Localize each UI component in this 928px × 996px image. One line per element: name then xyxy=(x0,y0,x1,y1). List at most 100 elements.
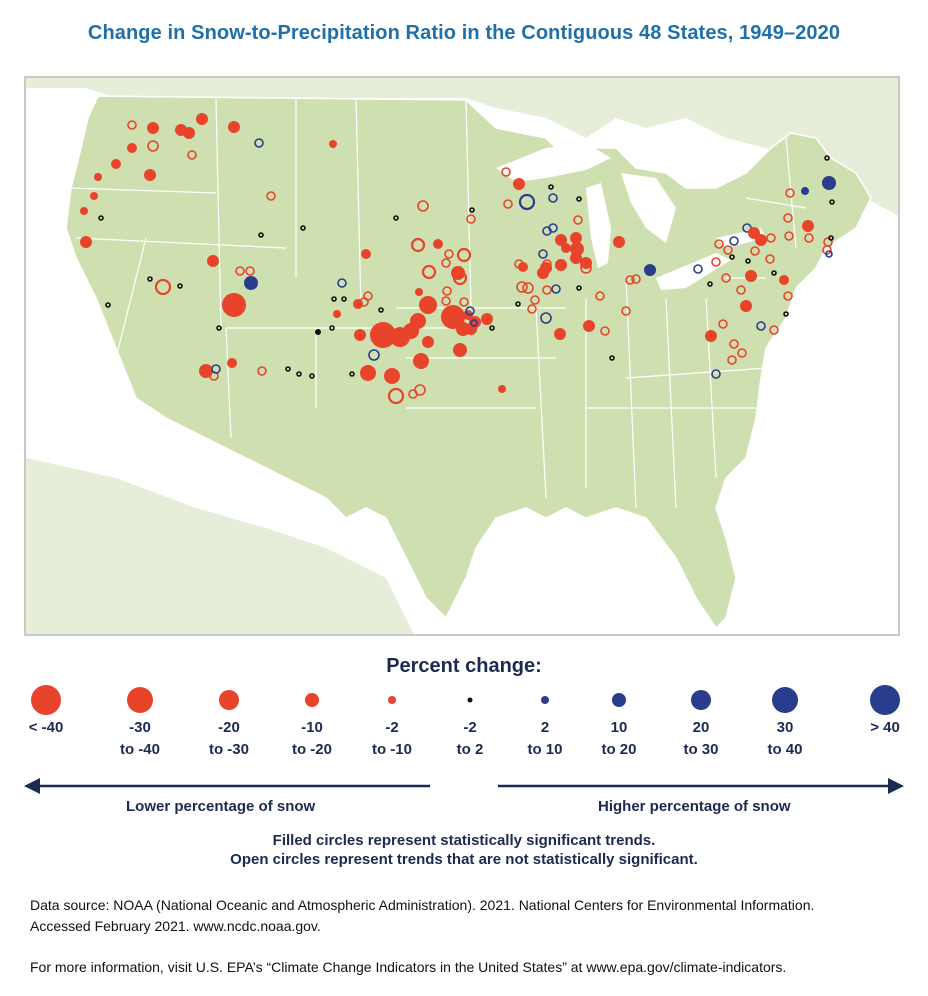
station-circle xyxy=(561,243,571,253)
legend-circle-icon xyxy=(467,697,473,703)
legend-heading: Percent change: xyxy=(386,655,542,677)
station-circle xyxy=(595,291,605,301)
station-circle xyxy=(199,364,213,378)
station-circle xyxy=(245,266,255,276)
station-circle xyxy=(222,293,246,317)
legend-item: -20 to -30 xyxy=(189,683,269,761)
station-circle xyxy=(625,275,635,285)
station-circle xyxy=(456,247,472,263)
station-circle xyxy=(177,283,183,289)
station-circle xyxy=(503,199,513,209)
legend-item: 30 to 40 xyxy=(745,683,825,761)
legend-circle-icon xyxy=(388,696,396,704)
station-circle xyxy=(349,371,355,377)
lake-huron xyxy=(621,173,676,243)
station-circle xyxy=(360,365,376,381)
legend-circle-icon xyxy=(612,693,626,707)
station-circle xyxy=(329,325,335,331)
station-circle xyxy=(254,138,264,148)
station-circle xyxy=(538,249,548,259)
station-circle xyxy=(576,196,582,202)
station-circle xyxy=(823,237,833,247)
legend-item: 2 to 10 xyxy=(505,683,585,761)
legend-circle-icon xyxy=(31,685,61,715)
station-circle xyxy=(414,316,422,324)
station-circle xyxy=(80,207,88,215)
station-circle xyxy=(723,245,733,255)
station-circle xyxy=(127,143,137,153)
data-source-line2: Accessed February 2021. www.ncdc.noaa.go… xyxy=(30,918,321,934)
station-circle xyxy=(111,159,121,169)
station-circle xyxy=(580,257,592,269)
station-circle xyxy=(147,276,153,282)
station-circle xyxy=(147,140,159,152)
station-circle xyxy=(466,214,476,224)
legend-item-label: 10 to 20 xyxy=(601,719,637,758)
station-circle xyxy=(408,389,418,399)
station-circle xyxy=(783,311,789,317)
station-circle xyxy=(94,173,102,181)
station-circle xyxy=(80,236,92,248)
station-circle xyxy=(413,353,429,369)
station-circle xyxy=(542,226,552,236)
station-circle xyxy=(801,187,809,195)
station-circle xyxy=(470,319,478,327)
station-circle xyxy=(613,236,625,248)
station-circle xyxy=(183,127,195,139)
station-circle xyxy=(257,366,267,376)
station-circle xyxy=(415,288,423,296)
station-circle xyxy=(370,322,396,348)
legend-item-label: -2 to -10 xyxy=(371,719,412,758)
station-circle xyxy=(783,213,793,223)
legend-arrows xyxy=(24,778,904,794)
station-circle xyxy=(551,284,561,294)
legend-item: -2 to 2 xyxy=(430,683,510,761)
station-circle xyxy=(548,193,558,203)
station-circle xyxy=(750,246,760,256)
legend-item-label: 30 to 40 xyxy=(767,719,803,758)
legend-item-label: -2 to 2 xyxy=(456,719,484,758)
station-circle xyxy=(737,348,747,358)
station-circle xyxy=(621,306,631,316)
station-circle xyxy=(144,169,156,181)
station-circle xyxy=(554,328,566,340)
us-map-svg xyxy=(26,78,898,634)
station-circle xyxy=(296,371,302,377)
station-circle xyxy=(235,266,245,276)
station-circle xyxy=(729,236,739,246)
station-circle xyxy=(527,304,537,314)
station-circle xyxy=(518,193,536,211)
station-circle xyxy=(441,258,451,268)
station-circle xyxy=(828,235,834,241)
station-circle xyxy=(300,225,306,231)
legend-item-label: 20 to 30 xyxy=(683,719,719,758)
station-circle xyxy=(522,282,534,294)
station-circle xyxy=(555,234,567,246)
station-circle xyxy=(489,325,495,331)
station-circle xyxy=(309,373,315,379)
station-circle xyxy=(542,285,552,295)
station-circle xyxy=(90,192,98,200)
station-circle xyxy=(387,387,405,405)
station-circle xyxy=(555,259,567,271)
station-circle xyxy=(337,278,347,288)
legend-item-label: > 40 xyxy=(870,719,900,736)
station-circle xyxy=(451,266,465,280)
station-circle xyxy=(266,191,276,201)
station-circle xyxy=(825,250,833,258)
lake-superior xyxy=(496,143,611,182)
station-circle xyxy=(711,257,721,267)
station-circle xyxy=(518,262,528,272)
station-circle xyxy=(422,336,434,348)
legend-circle-icon xyxy=(772,687,798,713)
mexico-land xyxy=(26,458,414,634)
station-circle xyxy=(537,267,549,279)
station-circle xyxy=(469,207,475,213)
station-circle xyxy=(714,239,724,249)
station-circle xyxy=(333,310,341,318)
station-circle xyxy=(514,259,524,269)
station-circle xyxy=(766,233,776,243)
legend-item: -30 to -40 xyxy=(100,683,180,761)
station-circle xyxy=(441,296,451,306)
station-circle xyxy=(783,291,793,301)
